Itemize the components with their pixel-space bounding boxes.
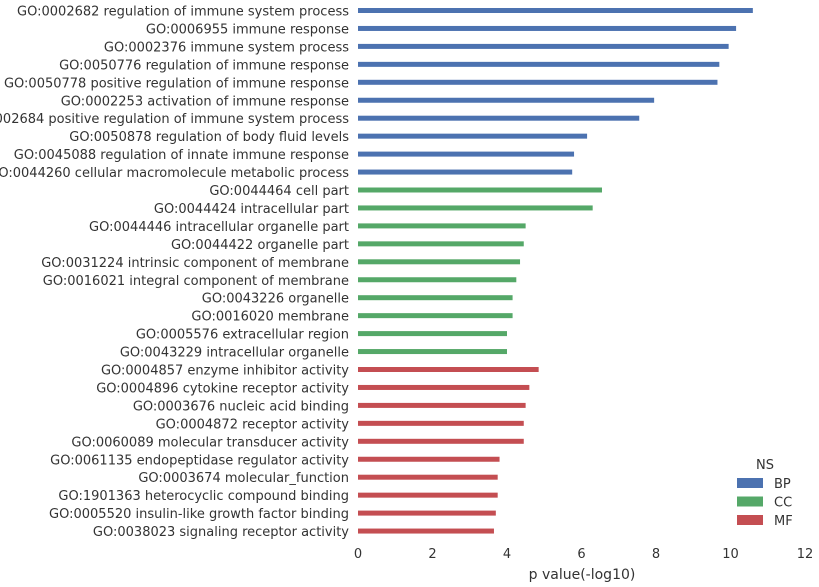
- bar-bp: [358, 8, 753, 13]
- x-ticks-group: 0 2 4 6 8 10 12: [354, 547, 813, 562]
- category-label: GO:0031224 intrinsic component of membra…: [41, 256, 349, 271]
- legend-items: BP CC MF: [737, 477, 793, 529]
- category-label: GO:0002376 immune system process: [104, 40, 349, 55]
- category-label: GO:0050778 positive regulation of immune…: [4, 76, 349, 91]
- x-tick-label: 2: [428, 547, 436, 562]
- category-label: GO:0016021 integral component of membran…: [43, 274, 349, 289]
- category-label: GO:0050878 regulation of body fluid leve…: [69, 130, 349, 145]
- category-label: GO:0004896 cytokine receptor activity: [96, 381, 349, 396]
- x-tick-label: 4: [503, 547, 511, 562]
- bar-mf: [358, 474, 498, 480]
- bar-bp: [358, 151, 575, 157]
- category-label: GO:0045088 regulation of innate immune r…: [14, 148, 349, 163]
- legend: NS BP CC MF: [737, 458, 793, 529]
- category-label: GO:0003674 molecular_function: [138, 471, 349, 486]
- bar-cc: [358, 223, 526, 229]
- x-tick-label: 10: [722, 547, 739, 562]
- category-label: GO:0050776 regulation of immune response: [59, 58, 349, 73]
- x-tick-label: 8: [652, 547, 660, 562]
- x-axis-label: p value(-log10): [529, 567, 636, 583]
- bar-mf: [358, 510, 496, 516]
- category-label: GO:1901363 heterocyclic compound binding: [58, 489, 349, 504]
- legend-label-bp: BP: [774, 477, 791, 492]
- bar-mf: [358, 492, 498, 498]
- bar-bp: [358, 115, 640, 121]
- category-label: GO:0004872 receptor activity: [156, 417, 350, 432]
- bar-bp: [358, 97, 655, 103]
- bar-cc: [358, 277, 517, 283]
- bar-mf: [358, 402, 526, 408]
- bars-group: [358, 8, 753, 534]
- bar-cc: [358, 313, 513, 319]
- x-tick-label: 0: [354, 547, 362, 562]
- legend-swatch-cc: [737, 496, 763, 507]
- category-label: GO:0061135 endopeptidase regulator activ…: [50, 453, 349, 468]
- bar-mf: [358, 438, 524, 444]
- bar-cc: [358, 331, 507, 337]
- bar-bp: [358, 43, 729, 49]
- category-label: GO:0002253 activation of immune response: [61, 94, 349, 109]
- bar-bp: [358, 133, 588, 139]
- bar-mf: [358, 384, 530, 390]
- category-label: GO:0043229 intracellular organelle: [120, 346, 349, 361]
- category-label: GO:0043226 organelle: [202, 292, 349, 307]
- bar-bp: [358, 79, 718, 85]
- category-label: GO:0004857 enzyme inhibitor activity: [101, 364, 349, 379]
- bar-cc: [358, 241, 524, 247]
- bar-cc: [358, 349, 507, 355]
- x-tick-label: 12: [797, 547, 814, 562]
- legend-label-mf: MF: [774, 514, 793, 529]
- bar-mf: [358, 528, 494, 534]
- x-tick-label: 6: [577, 547, 585, 562]
- bar-bp: [358, 61, 720, 67]
- category-label: GO:0060089 molecular transducer activity: [71, 435, 349, 450]
- bar-cc: [358, 259, 521, 265]
- category-label: GO:0002682 regulation of immune system p…: [17, 5, 349, 20]
- bar-cc: [358, 187, 602, 193]
- category-label: GO:0005520 insulin-like growth factor bi…: [49, 507, 349, 522]
- legend-swatch-bp: [737, 478, 763, 488]
- category-label: GO:0044424 intracellular part: [154, 202, 349, 217]
- category-label: GO:0044260 cellular macromolecule metabo…: [0, 166, 349, 181]
- legend-title: NS: [756, 458, 774, 473]
- bar-bp: [358, 169, 573, 175]
- category-labels-group: GO:0002682 regulation of immune system p…: [0, 5, 349, 541]
- legend-swatch-mf: [737, 515, 763, 525]
- category-label: GO:0044464 cell part: [209, 184, 349, 199]
- category-label: GO:0044446 intracellular organelle part: [89, 220, 349, 235]
- bar-cc: [358, 205, 593, 211]
- category-label: GO:0038023 signaling receptor activity: [93, 525, 349, 540]
- category-label: GO:0005576 extracellular region: [136, 328, 349, 343]
- bar-mf: [358, 420, 524, 426]
- bar-mf: [358, 367, 539, 372]
- category-label: GO:0044422 organelle part: [171, 238, 349, 253]
- category-label: GO:0003676 nucleic acid binding: [133, 399, 349, 414]
- legend-label-cc: CC: [774, 496, 792, 511]
- bar-cc: [358, 295, 513, 301]
- category-label: GO:0016020 membrane: [191, 310, 349, 325]
- bar-bp: [358, 25, 737, 31]
- category-label: GO:0002684 positive regulation of immune…: [0, 112, 349, 127]
- bar-mf: [358, 456, 500, 462]
- category-label: GO:0006955 immune response: [146, 22, 349, 37]
